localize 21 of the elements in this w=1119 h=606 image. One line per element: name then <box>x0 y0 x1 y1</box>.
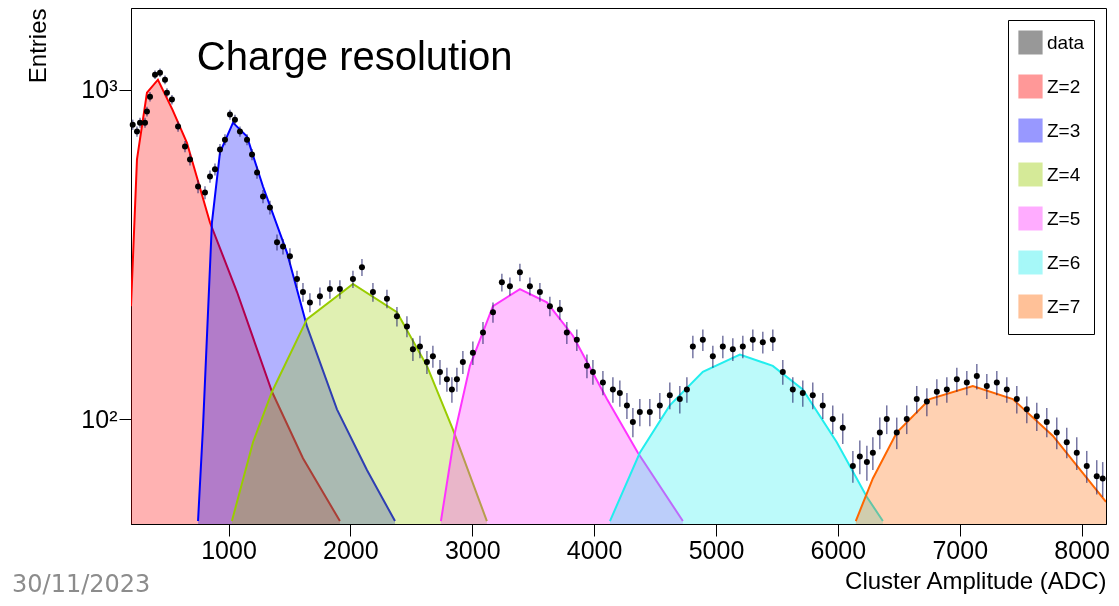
legend-label: Z=4 <box>1047 163 1081 185</box>
x-tick-label: 7000 <box>932 535 989 564</box>
legend-label: Z=7 <box>1047 295 1081 317</box>
text: 30/11/2023 <box>12 570 151 598</box>
legend-label: data <box>1047 31 1085 53</box>
legend-label: Z=2 <box>1047 75 1081 97</box>
legend-label: Z=6 <box>1047 251 1081 273</box>
legend-label: Z=3 <box>1047 119 1081 141</box>
y-tick-label: 10² <box>81 404 118 433</box>
text: Charge resolution <box>196 34 513 78</box>
x-tick-label: 2000 <box>323 535 379 564</box>
x-axis-title: Cluster Amplitude (ADC) <box>845 566 1107 594</box>
x-tick-label: 3000 <box>444 535 501 564</box>
x-tick-label: 1000 <box>201 535 257 564</box>
legend-label: Z=5 <box>1047 207 1081 229</box>
y-axis-title: Entries <box>24 8 52 84</box>
x-tick-label: 5000 <box>688 535 745 564</box>
x-tick-label: 6000 <box>810 535 867 564</box>
x-tick-label: 8000 <box>1054 535 1110 564</box>
y-tick-label: 10³ <box>81 75 118 104</box>
x-tick-label: 4000 <box>566 535 623 564</box>
